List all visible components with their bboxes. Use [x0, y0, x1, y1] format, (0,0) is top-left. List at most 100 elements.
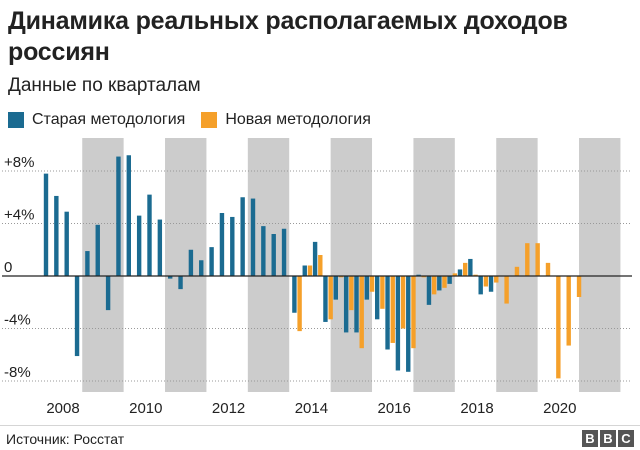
bar-old-methodology [261, 226, 266, 276]
x-tick-label: 2018 [460, 400, 493, 417]
year-shade-band [579, 138, 621, 392]
bar-old-methodology [168, 276, 173, 279]
bar-new-methodology [318, 255, 323, 276]
bar-new-methodology [400, 276, 406, 329]
bar-new-methodology [390, 276, 395, 343]
x-tick-label: 2020 [543, 400, 576, 417]
year-shade-band [496, 138, 538, 392]
bar-new-methodology [349, 276, 354, 311]
bar-old-methodology [478, 276, 483, 295]
chart-subtitle: Данные по кварталам [8, 75, 201, 96]
legend-swatch-old [8, 112, 24, 128]
year-shade-band [330, 138, 373, 392]
bar-old-methodology [240, 197, 245, 276]
bbc-logo-block: C [618, 430, 634, 447]
bar-new-methodology [380, 276, 385, 309]
bar-old-methodology [116, 156, 121, 276]
bar-new-methodology [483, 276, 489, 287]
bbc-logo: B B C [582, 430, 634, 447]
bar-old-methodology [219, 213, 225, 276]
y-tick-label: +8% [4, 154, 34, 171]
bar-old-methodology [74, 276, 80, 357]
x-tick-label: 2014 [295, 400, 328, 417]
bar-new-methodology [411, 276, 416, 349]
legend-swatch-new [201, 112, 218, 128]
y-tick-label: 0 [4, 259, 12, 276]
bar-new-methodology [494, 276, 499, 283]
bar-old-methodology [178, 276, 183, 290]
bar-new-methodology [421, 276, 426, 278]
bbc-logo-block: B [582, 430, 598, 447]
footer-divider [0, 425, 640, 426]
x-tick-label: 2010 [129, 400, 162, 417]
chart-title: Динамика реальных располагаемых доходов … [8, 7, 568, 66]
source-note: Источник: Росстат [6, 431, 125, 447]
bar-new-methodology [566, 276, 571, 346]
bar-old-methodology [323, 276, 328, 322]
bar-old-methodology [437, 276, 442, 291]
x-tick-label: 2008 [46, 400, 79, 417]
bar-old-methodology [447, 276, 452, 284]
bar-old-methodology [302, 265, 307, 276]
bar-old-methodology [281, 228, 287, 276]
legend-label-old: Старая методология [32, 111, 186, 128]
bar-old-methodology [385, 276, 390, 350]
legend-label-new: Новая методология [225, 111, 371, 128]
bar-old-methodology [395, 276, 401, 371]
bar-old-methodology [333, 276, 338, 300]
bar-chart: +8% +4% 0 -4% -8% 2008 2010 2012 2014 2016 2018 202… [2, 138, 632, 417]
bar-old-methodology [250, 198, 256, 276]
bar-new-methodology [463, 262, 468, 276]
bar-old-methodology [364, 276, 370, 300]
bar-old-methodology [354, 276, 359, 333]
bar-old-methodology [230, 216, 235, 276]
bar-old-methodology [85, 251, 90, 276]
bar-old-methodology [64, 211, 69, 276]
bar-new-methodology [307, 265, 313, 276]
bar-new-methodology [338, 276, 344, 278]
bar-new-methodology [504, 276, 509, 304]
legend-item-old: Старая методология [8, 111, 185, 129]
bar-old-methodology [375, 276, 380, 320]
y-tick-label: -8% [4, 364, 31, 381]
bar-old-methodology [95, 224, 100, 276]
bar-new-methodology [514, 266, 520, 276]
bar-new-methodology [545, 262, 551, 276]
bar-old-methodology [43, 173, 49, 276]
bar-new-methodology [369, 276, 375, 292]
y-tick-label: +4% [4, 207, 34, 224]
bar-new-methodology [431, 276, 437, 295]
year-shade-band [413, 138, 455, 392]
bar-old-methodology [199, 260, 204, 276]
bbc-logo-block: B [600, 430, 616, 447]
bar-old-methodology [416, 274, 421, 276]
bar-old-methodology [312, 241, 318, 276]
bar-old-methodology [188, 249, 194, 276]
y-tick-label: -4% [4, 312, 31, 329]
bar-old-methodology [147, 194, 152, 276]
bar-new-methodology [576, 276, 582, 297]
bar-old-methodology [136, 215, 142, 276]
bar-old-methodology [54, 195, 59, 276]
bar-new-methodology [556, 276, 561, 379]
bar-new-methodology [328, 276, 333, 320]
bar-old-methodology [271, 234, 276, 276]
legend-item-new: Новая методология [201, 111, 371, 129]
bar-new-methodology [473, 274, 478, 276]
bar-new-methodology [297, 276, 302, 332]
bar-old-methodology [457, 269, 463, 276]
bar-old-methodology [426, 276, 432, 305]
bar-old-methodology [157, 219, 163, 276]
bar-old-methodology [105, 276, 111, 311]
bar-old-methodology [406, 276, 411, 372]
bar-old-methodology [343, 276, 349, 333]
bar-old-methodology [468, 258, 473, 276]
legend: Старая методология Новая методология [8, 108, 387, 132]
bar-old-methodology [488, 276, 494, 292]
bar-old-methodology [126, 155, 131, 276]
bar-old-methodology [209, 247, 214, 276]
bar-new-methodology [535, 243, 540, 276]
bar-old-methodology [292, 276, 297, 313]
bar-new-methodology [442, 276, 447, 288]
bar-new-methodology [359, 276, 364, 349]
